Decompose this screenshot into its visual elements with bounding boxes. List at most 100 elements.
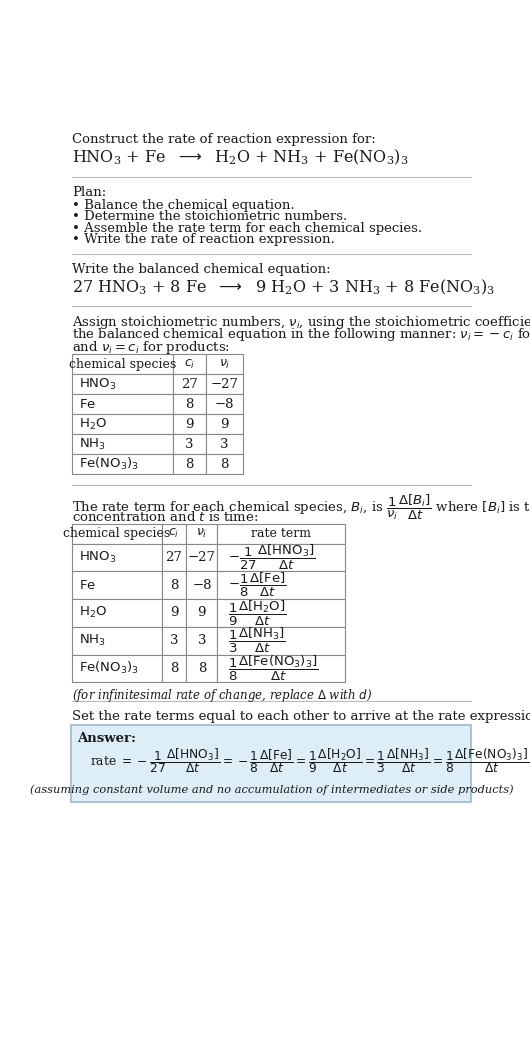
Bar <box>187 627 217 655</box>
Text: Answer:: Answer: <box>77 731 136 745</box>
Text: and $\nu_i = c_i$ for products:: and $\nu_i = c_i$ for products: <box>73 339 231 356</box>
Text: −8: −8 <box>192 578 211 592</box>
Bar <box>73 655 162 682</box>
Text: $\mathregular{NH_3}$: $\mathregular{NH_3}$ <box>78 633 106 649</box>
Bar <box>73 627 162 655</box>
Text: 8: 8 <box>186 458 193 471</box>
Text: Construct the rate of reaction expression for:: Construct the rate of reaction expressio… <box>73 133 376 146</box>
Text: $\mathregular{NH_3}$: $\mathregular{NH_3}$ <box>78 437 106 452</box>
Bar <box>206 434 243 454</box>
Bar <box>73 374 173 394</box>
Bar <box>73 394 173 414</box>
Text: $\mathregular{HNO_3}$ + Fe  $\longrightarrow$  $\mathregular{H_2O}$ + $\mathregu: $\mathregular{HNO_3}$ + Fe $\longrightar… <box>73 147 409 167</box>
Bar <box>187 655 217 682</box>
Text: $\nu_i$: $\nu_i$ <box>219 358 230 370</box>
Text: • Write the rate of reaction expression.: • Write the rate of reaction expression. <box>73 233 335 246</box>
Text: 8: 8 <box>220 458 228 471</box>
Bar <box>173 355 206 374</box>
Text: 3: 3 <box>185 438 194 451</box>
Bar <box>217 627 345 655</box>
Bar <box>73 599 162 627</box>
Text: $\mathregular{HNO_3}$: $\mathregular{HNO_3}$ <box>78 550 116 565</box>
Bar <box>187 599 217 627</box>
Bar <box>162 571 187 599</box>
Text: 9: 9 <box>170 607 178 619</box>
Text: −27: −27 <box>188 551 216 564</box>
Text: 8: 8 <box>170 662 178 675</box>
Bar <box>162 627 187 655</box>
Text: concentration and $t$ is time:: concentration and $t$ is time: <box>73 509 259 524</box>
Text: Write the balanced chemical equation:: Write the balanced chemical equation: <box>73 264 331 276</box>
Text: $\mathregular{H_2O}$: $\mathregular{H_2O}$ <box>78 416 107 432</box>
Text: 9: 9 <box>220 417 228 431</box>
Bar <box>173 454 206 474</box>
Text: −8: −8 <box>215 397 234 411</box>
Text: $\dfrac{1}{8}\dfrac{\Delta[\mathrm{Fe(NO_3)_3}]}{\Delta t}$: $\dfrac{1}{8}\dfrac{\Delta[\mathrm{Fe(NO… <box>228 654 319 683</box>
Bar <box>187 544 217 571</box>
Text: chemical species: chemical species <box>69 358 176 370</box>
Bar <box>162 544 187 571</box>
Text: $\mathregular{Fe(NO_3)_3}$: $\mathregular{Fe(NO_3)_3}$ <box>78 456 139 473</box>
Bar <box>217 524 345 544</box>
Bar <box>73 544 162 571</box>
Text: 3: 3 <box>198 634 206 647</box>
Bar <box>206 454 243 474</box>
Bar <box>173 374 206 394</box>
Text: the balanced chemical equation in the following manner: $\nu_i = -c_i$ for react: the balanced chemical equation in the fo… <box>73 326 530 343</box>
Text: 3: 3 <box>170 634 178 647</box>
Bar <box>206 414 243 434</box>
Bar <box>73 355 173 374</box>
Bar <box>187 571 217 599</box>
Text: $-\dfrac{1}{27}\dfrac{\Delta[\mathrm{HNO_3}]}{\Delta t}$: $-\dfrac{1}{27}\dfrac{\Delta[\mathrm{HNO… <box>228 543 316 572</box>
Text: $\mathregular{Fe}$: $\mathregular{Fe}$ <box>78 578 96 592</box>
Text: $-\dfrac{1}{8}\dfrac{\Delta[\mathrm{Fe}]}{\Delta t}$: $-\dfrac{1}{8}\dfrac{\Delta[\mathrm{Fe}]… <box>228 571 287 599</box>
Text: $\mathregular{Fe(NO_3)_3}$: $\mathregular{Fe(NO_3)_3}$ <box>78 660 139 677</box>
Bar <box>217 655 345 682</box>
Text: $\dfrac{1}{9}\dfrac{\Delta[\mathrm{H_2O}]}{\Delta t}$: $\dfrac{1}{9}\dfrac{\Delta[\mathrm{H_2O}… <box>228 598 287 628</box>
Text: The rate term for each chemical species, $B_i$, is $\dfrac{1}{\nu_i}\dfrac{\Delt: The rate term for each chemical species,… <box>73 493 530 522</box>
Bar <box>187 524 217 544</box>
Text: $c_i$: $c_i$ <box>169 527 180 540</box>
Bar <box>162 524 187 544</box>
Bar <box>217 571 345 599</box>
Text: 3: 3 <box>220 438 228 451</box>
Bar <box>73 454 173 474</box>
Text: chemical species: chemical species <box>64 527 171 540</box>
Text: rate term: rate term <box>251 527 311 540</box>
Text: 8: 8 <box>170 578 178 592</box>
Text: 9: 9 <box>198 607 206 619</box>
Text: −27: −27 <box>210 378 238 391</box>
FancyBboxPatch shape <box>71 725 471 802</box>
Bar <box>206 394 243 414</box>
Text: $\dfrac{1}{3}\dfrac{\Delta[\mathrm{NH_3}]}{\Delta t}$: $\dfrac{1}{3}\dfrac{\Delta[\mathrm{NH_3}… <box>228 627 286 655</box>
Bar <box>73 571 162 599</box>
Text: • Assemble the rate term for each chemical species.: • Assemble the rate term for each chemic… <box>73 222 422 234</box>
Bar <box>73 434 173 454</box>
Bar <box>217 599 345 627</box>
Bar <box>173 394 206 414</box>
Text: Plan:: Plan: <box>73 186 107 200</box>
Text: • Determine the stoichiometric numbers.: • Determine the stoichiometric numbers. <box>73 210 348 223</box>
Text: Assign stoichiometric numbers, $\nu_i$, using the stoichiometric coefficients, $: Assign stoichiometric numbers, $\nu_i$, … <box>73 314 530 332</box>
Bar <box>206 355 243 374</box>
Bar <box>162 655 187 682</box>
Text: rate $= -\dfrac{1}{27}\dfrac{\Delta[\mathrm{HNO_3}]}{\Delta t} = -\dfrac{1}{8}\d: rate $= -\dfrac{1}{27}\dfrac{\Delta[\mat… <box>90 746 528 775</box>
Text: $\mathregular{HNO_3}$: $\mathregular{HNO_3}$ <box>78 377 116 392</box>
Text: 27 $\mathregular{HNO_3}$ + 8 Fe  $\longrightarrow$  9 $\mathregular{H_2O}$ + 3 $: 27 $\mathregular{HNO_3}$ + 8 Fe $\longri… <box>73 277 496 297</box>
Text: 27: 27 <box>181 378 198 391</box>
Text: 9: 9 <box>185 417 194 431</box>
Bar <box>162 599 187 627</box>
Text: 27: 27 <box>165 551 182 564</box>
Bar <box>73 414 173 434</box>
Bar <box>73 524 162 544</box>
Bar <box>217 544 345 571</box>
Text: $c_i$: $c_i$ <box>184 358 195 370</box>
Text: 8: 8 <box>186 397 193 411</box>
Bar <box>173 414 206 434</box>
Bar <box>206 374 243 394</box>
Text: $\nu_i$: $\nu_i$ <box>196 527 208 540</box>
Bar <box>173 434 206 454</box>
Text: 8: 8 <box>198 662 206 675</box>
Text: Set the rate terms equal to each other to arrive at the rate expression:: Set the rate terms equal to each other t… <box>73 710 530 723</box>
Text: $\mathregular{H_2O}$: $\mathregular{H_2O}$ <box>78 606 107 620</box>
